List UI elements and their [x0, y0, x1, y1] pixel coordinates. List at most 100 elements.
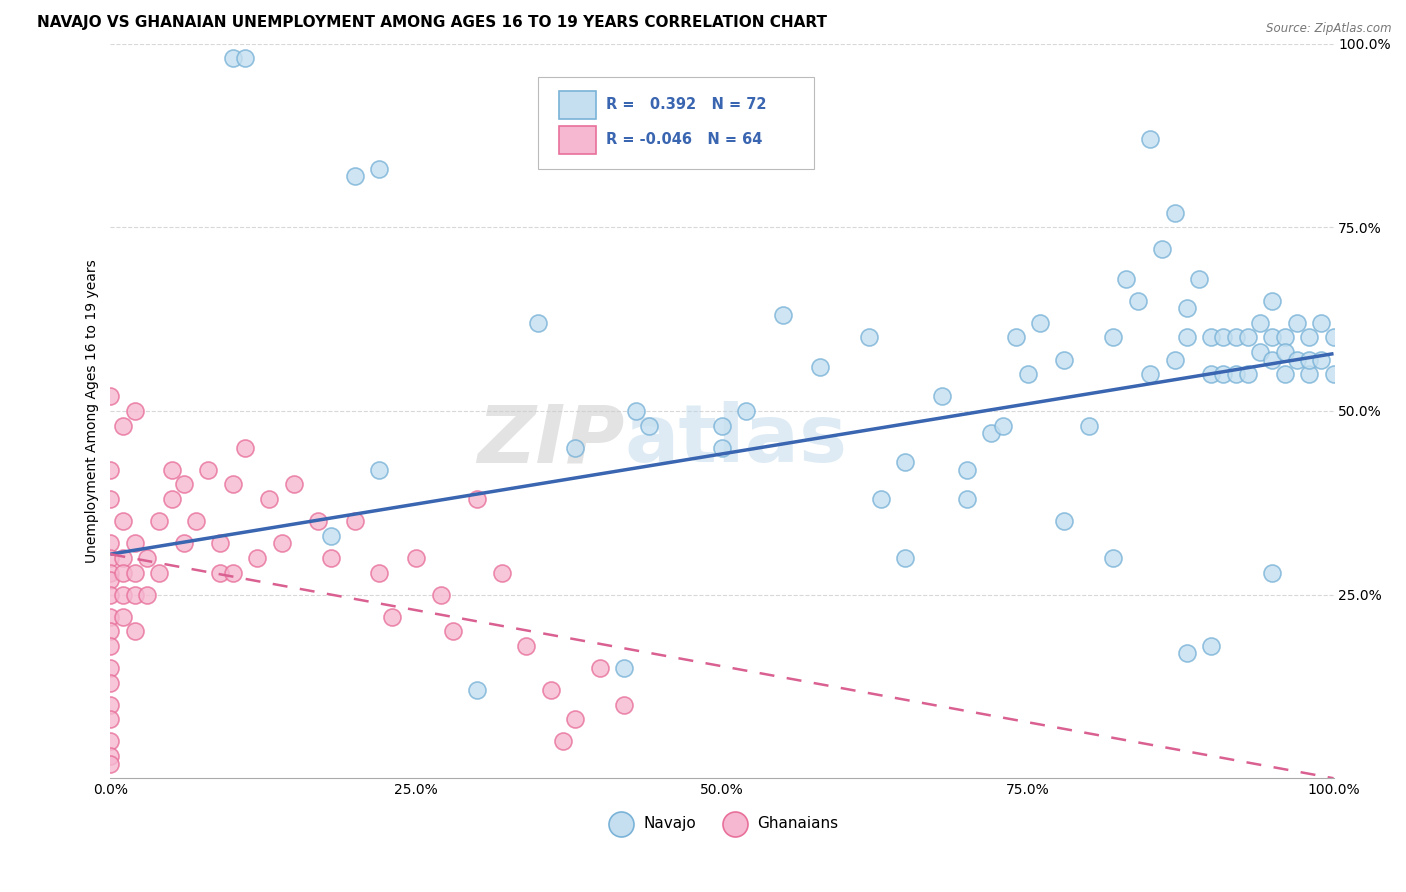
- Point: [100, 639, 122, 653]
- Point: [637, 418, 659, 433]
- Point: [124, 566, 146, 580]
- Point: [209, 566, 232, 580]
- Point: [111, 588, 134, 602]
- Point: [1225, 330, 1247, 344]
- Point: [124, 536, 146, 550]
- Point: [111, 550, 134, 565]
- Point: [344, 514, 367, 528]
- Point: [1139, 368, 1161, 382]
- Point: [564, 713, 586, 727]
- Point: [111, 609, 134, 624]
- Point: [111, 514, 134, 528]
- Point: [100, 463, 122, 477]
- Point: [100, 698, 122, 712]
- Point: [441, 624, 464, 639]
- Point: [283, 477, 305, 491]
- Point: [100, 756, 122, 771]
- Point: [405, 550, 427, 565]
- Point: [1285, 316, 1308, 330]
- Point: [1017, 368, 1039, 382]
- Point: [1152, 243, 1174, 257]
- FancyBboxPatch shape: [560, 91, 596, 120]
- Point: [1310, 352, 1333, 367]
- Point: [124, 404, 146, 418]
- Point: [894, 455, 917, 469]
- Point: [980, 425, 1002, 440]
- Point: [270, 536, 292, 550]
- Point: [100, 749, 122, 764]
- FancyBboxPatch shape: [560, 126, 596, 153]
- Point: [100, 675, 122, 690]
- Point: [1249, 316, 1271, 330]
- Point: [100, 492, 122, 507]
- Point: [100, 661, 122, 675]
- Point: [184, 514, 207, 528]
- Point: [1102, 550, 1125, 565]
- Point: [1188, 271, 1211, 285]
- Text: atlas: atlas: [624, 401, 848, 479]
- Point: [808, 359, 831, 374]
- Point: [319, 550, 342, 565]
- Point: [1274, 330, 1296, 344]
- Point: [100, 734, 122, 748]
- Point: [222, 566, 245, 580]
- Point: [1004, 330, 1026, 344]
- Point: [429, 588, 451, 602]
- Point: [527, 316, 550, 330]
- Point: [1163, 205, 1185, 219]
- Point: [515, 639, 537, 653]
- Point: [1212, 330, 1234, 344]
- Point: [319, 529, 342, 543]
- Point: [233, 51, 256, 65]
- Point: [1249, 345, 1271, 359]
- Point: [1298, 330, 1320, 344]
- Point: [1115, 271, 1137, 285]
- Point: [1102, 330, 1125, 344]
- Point: [1298, 352, 1320, 367]
- Point: [1274, 368, 1296, 382]
- Point: [613, 698, 636, 712]
- Point: [222, 477, 245, 491]
- Point: [100, 609, 122, 624]
- Point: [100, 713, 122, 727]
- Text: NAVAJO VS GHANAIAN UNEMPLOYMENT AMONG AGES 16 TO 19 YEARS CORRELATION CHART: NAVAJO VS GHANAIAN UNEMPLOYMENT AMONG AG…: [37, 15, 827, 30]
- Point: [222, 51, 245, 65]
- Point: [1261, 330, 1284, 344]
- Point: [1053, 514, 1076, 528]
- Point: [1199, 368, 1222, 382]
- Point: [1322, 368, 1344, 382]
- Point: [1261, 566, 1284, 580]
- Point: [1139, 132, 1161, 146]
- Point: [613, 661, 636, 675]
- Point: [100, 536, 122, 550]
- Point: [381, 609, 404, 624]
- Point: [173, 536, 195, 550]
- Point: [1029, 316, 1052, 330]
- Point: [1163, 352, 1185, 367]
- Point: [1199, 639, 1222, 653]
- Point: [1237, 330, 1260, 344]
- Point: [626, 404, 648, 418]
- Point: [1175, 646, 1198, 660]
- Point: [1175, 330, 1198, 344]
- Point: [160, 463, 183, 477]
- Point: [246, 550, 269, 565]
- Point: [735, 404, 758, 418]
- Point: [1175, 301, 1198, 315]
- Point: [772, 309, 794, 323]
- Text: R = -0.046   N = 64: R = -0.046 N = 64: [606, 132, 762, 147]
- Point: [368, 566, 391, 580]
- Point: [1310, 316, 1333, 330]
- Point: [1285, 352, 1308, 367]
- Point: [1199, 330, 1222, 344]
- Point: [710, 441, 733, 455]
- Point: [491, 566, 513, 580]
- Point: [1261, 352, 1284, 367]
- Point: [111, 566, 134, 580]
- Point: [148, 566, 170, 580]
- Point: [124, 588, 146, 602]
- Point: [1126, 293, 1149, 308]
- Point: [136, 550, 159, 565]
- Point: [467, 492, 489, 507]
- Point: [1274, 345, 1296, 359]
